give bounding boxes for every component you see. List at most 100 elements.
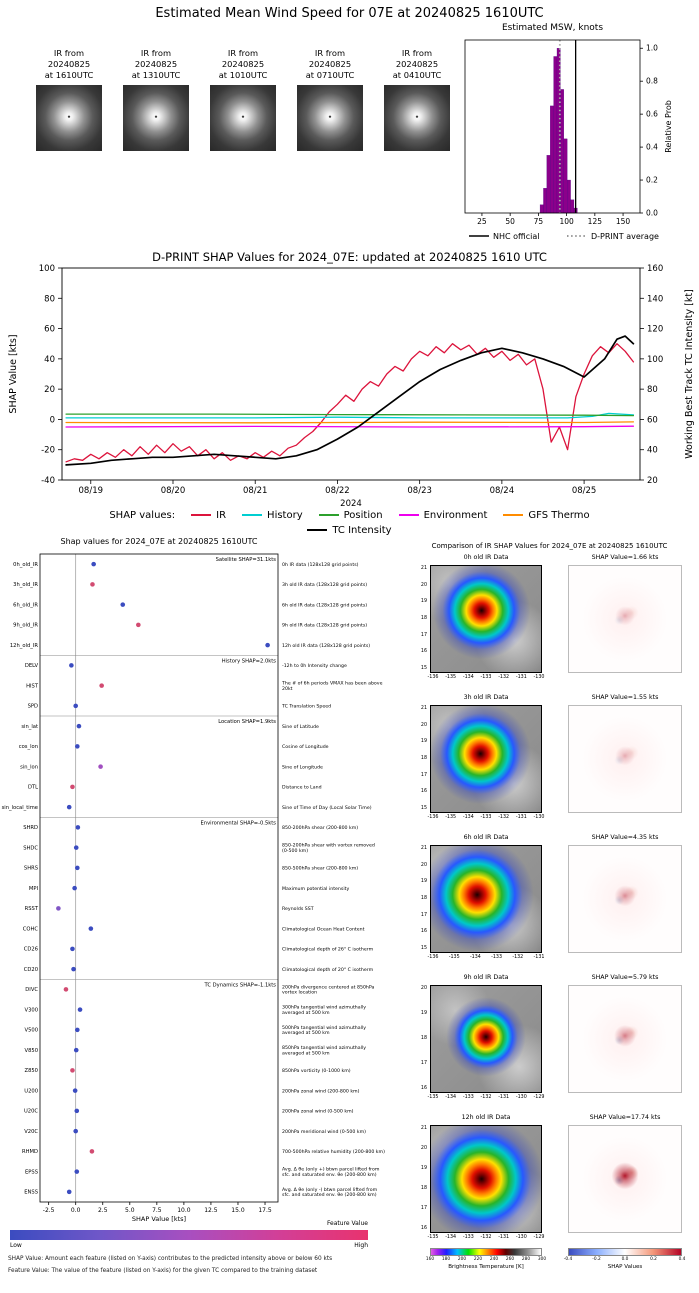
ir-ytick-label: 15 [420,666,427,671]
svg-text:Climatological depth of 26° C: Climatological depth of 26° C isotherm [282,947,374,953]
ir-xtick-label: -132 [498,675,510,680]
svg-text:200hPa zonal wind (0-500 km): 200hPa zonal wind (0-500 km) [282,1109,354,1115]
bt-colorbar-tick: 240 [489,1257,499,1262]
bt-colorbar-tick: 300 [537,1257,547,1262]
ir-ytick-label: 17 [420,1206,427,1211]
ir-thumbnail-label: IR from 20240825 at 0410UTC [392,48,442,80]
legend-item-label: History [267,510,303,521]
ir-xtick-label: -129 [533,1235,545,1240]
ir-xtick-label: -134 [462,675,474,680]
svg-text:17.5: 17.5 [258,1207,272,1214]
legend-line-swatch [398,514,419,516]
svg-text:TC Translation Speed: TC Translation Speed [281,704,331,710]
svg-text:500hPa tangential wind azimuth: 500hPa tangential wind azimuthally averag… [282,1025,366,1036]
svg-text:2.5: 2.5 [98,1207,108,1214]
svg-text:History SHAP=2.0kts: History SHAP=2.0kts [222,658,277,664]
ir-ytick-label: 17 [420,772,427,778]
feature-value-colorbar-label: Feature Value [326,1220,368,1227]
comparison-row-2: 6h old IR Data SHAP Value=4.35 kts 21 20 19 1… [400,834,699,974]
ir-ytick-label: 20 [420,986,427,991]
timeseries-legend-row-2: TC Intensity [0,523,699,538]
svg-text:RHMD: RHMD [22,1149,38,1155]
legend-prefix: SHAP values: [109,510,176,521]
ir-ytick-label: 16 [420,929,427,935]
svg-text:160: 160 [647,264,663,274]
svg-text:850-500hPa shear (200-800 km): 850-500hPa shear (200-800 km) [282,866,358,872]
shap-colorbar-tick: 0.0 [621,1257,629,1262]
ir-xtick-label: -129 [533,1095,545,1100]
ir-xtick-label: -133 [491,955,503,960]
legend-line-swatch [307,529,328,531]
svg-text:50: 50 [505,217,515,226]
legend-item-label: GFS Thermo [528,510,590,521]
shap-colorbar-tick: -0.4 [563,1257,573,1262]
svg-text:DELV: DELV [25,663,39,669]
ir-ytick-label: 16 [420,649,427,655]
feature-value-footnote: Feature Value: The value of the feature … [8,1268,318,1274]
svg-text:RSST: RSST [25,906,39,912]
bt-colorbar-tick: 180 [441,1257,451,1262]
ir-satellite-image [297,85,363,152]
svg-text:2024: 2024 [340,499,362,509]
ir-ytick-label: 19 [420,599,427,605]
ir-heatmap-image [430,1125,542,1233]
ir-ytick-label: 20 [420,582,427,588]
svg-text:V850: V850 [25,1048,38,1054]
comparison-row-1: 3h old IR Data SHAP Value=1.55 kts 21 20 19 1… [400,694,699,834]
svg-text:SHDC: SHDC [23,845,38,851]
ir-thumbnail-label: IR from 20240825 at 0710UTC [305,48,355,80]
timeseries-legend-row-1: SHAP values: IR History Position Environment… [0,508,699,523]
svg-text:40: 40 [647,446,658,456]
ir-xtick-label: -134 [469,955,481,960]
svg-text:SHAP Value [kts]: SHAP Value [kts] [132,1215,186,1223]
shap-value-title: SHAP Value=17.74 kts [589,1114,661,1121]
svg-text:3h_old_IR: 3h_old_IR [13,582,38,588]
svg-text:200hPa zonal wind (200-800 km): 200hPa zonal wind (200-800 km) [282,1088,360,1094]
svg-text:sin_local_time: sin_local_time [2,805,38,811]
svg-text:V300: V300 [25,1007,38,1013]
svg-text:D-PRINT average: D-PRINT average [591,232,659,241]
ir-xtick-label: -132 [512,955,524,960]
svg-text:12.5: 12.5 [204,1207,218,1214]
ir-ytick-label: 21 [420,846,427,851]
ir-ytick-label: 15 [420,806,427,811]
shap-value-title: SHAP Value=5.79 kts [591,974,659,981]
ir-data-title: 6h old IR Data [463,834,509,841]
svg-text:0.2: 0.2 [646,176,658,185]
svg-text:ENSS: ENSS [24,1190,38,1196]
svg-text:Avg. Δ θe (only +) btwn parcel: Avg. Δ θe (only +) btwn parcel lifted fr… [282,1167,380,1178]
page-title: Estimated Mean Wind Speed for 07E at 202… [155,6,544,21]
shap-value-title: SHAP Value=4.35 kts [591,834,659,841]
ir-ytick-label: 16 [420,789,427,795]
svg-text:sin_lat: sin_lat [21,724,38,730]
svg-text:Avg. Δ θe (only -) btwn parcel: Avg. Δ θe (only -) btwn parcel lifted fr… [282,1187,378,1198]
svg-text:V20C: V20C [24,1129,38,1135]
ir-thumbnail-2: IR from 20240825 at 1010UTC [210,48,276,152]
ir-xtick-label: -136 [427,955,439,960]
svg-text:08/23: 08/23 [407,486,432,496]
svg-text:-20: -20 [41,446,55,456]
ir-xtick-label: -133 [480,675,492,680]
svg-text:The # of 6h periods VMAX has b: The # of 6h periods VMAX has been above 2… [281,681,383,692]
ir-xtick-label: -131 [498,1235,510,1240]
svg-text:120: 120 [647,325,663,335]
ir-satellite-image [384,85,450,152]
svg-text:Shap values for 2024_07E at 20: Shap values for 2024_07E at 20240825 161… [61,537,258,546]
svg-text:1.0: 1.0 [646,44,658,53]
svg-text:12h old IR data (128x128 grid: 12h old IR data (128x128 grid points) [282,643,370,649]
svg-text:Environmental SHAP=-0.5kts: Environmental SHAP=-0.5kts [201,820,277,826]
svg-text:10.0: 10.0 [177,1207,191,1214]
svg-text:V500: V500 [25,1028,38,1034]
legend-item-history: History [242,510,303,521]
ir-ytick-label: 20 [420,862,427,868]
shap-heatmap-image [568,565,682,673]
ir-ytick-label: 16 [420,1226,427,1231]
svg-text:08/19: 08/19 [79,486,104,496]
ir-xtick-label: -133 [462,1095,474,1100]
ir-ytick-label: 18 [420,616,427,621]
ir-xtick-label: -133 [462,1235,474,1240]
shap-heatmap-image [568,845,682,953]
shap-heatmap-image [568,705,682,813]
bt-colorbar-tick: 280 [521,1257,531,1262]
svg-text:Sine of Longitude: Sine of Longitude [282,764,323,770]
